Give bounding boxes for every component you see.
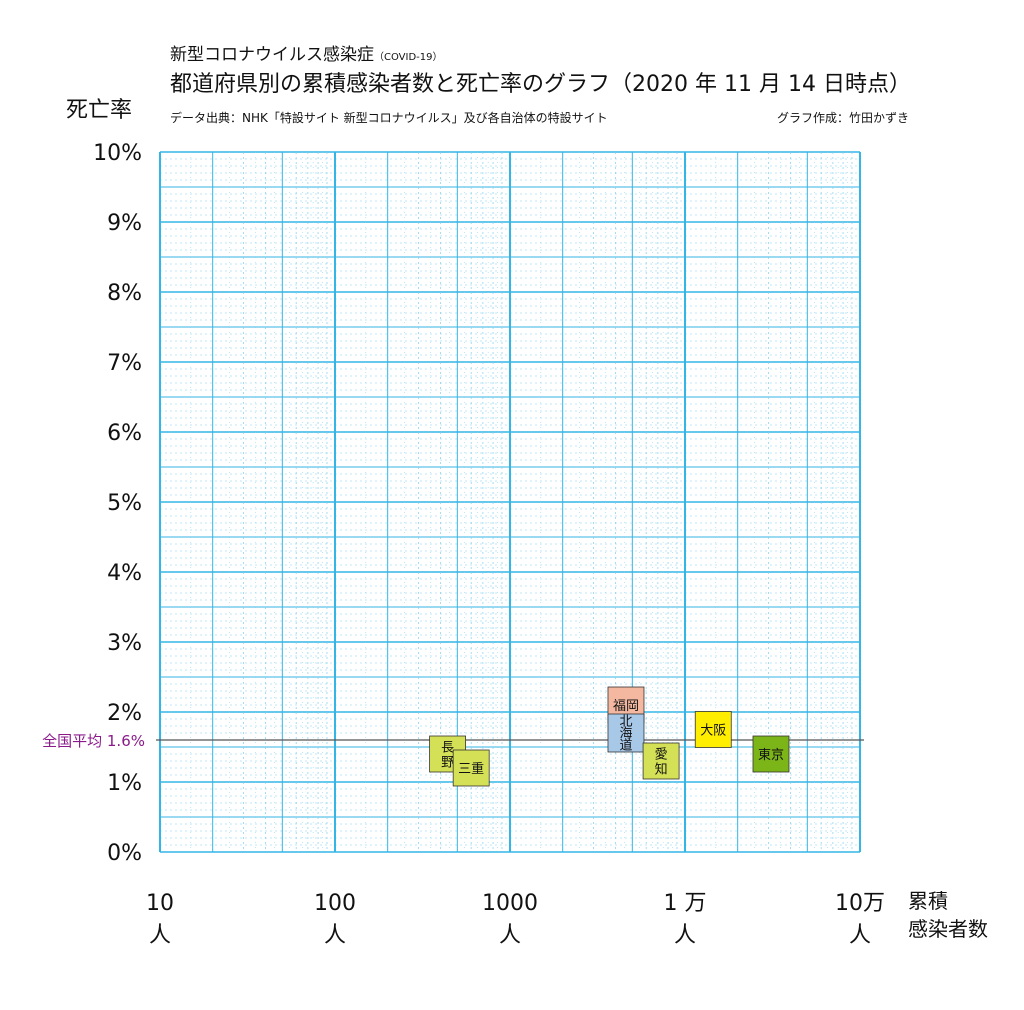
data-point-label: 大阪 bbox=[700, 723, 726, 738]
x-tick-label: 10万 bbox=[835, 891, 885, 916]
y-tick-label: 2% bbox=[107, 701, 142, 726]
grid bbox=[159, 151, 861, 853]
data-point-marker bbox=[642, 742, 680, 780]
x-axis-title: 累積感染者数 bbox=[908, 889, 988, 941]
data-point-label: 海 bbox=[619, 727, 632, 742]
x-tick-unit: 人 bbox=[849, 923, 871, 948]
data-point: 大阪 bbox=[694, 711, 732, 748]
y-tick-label: 3% bbox=[107, 631, 142, 656]
y-tick-label: 6% bbox=[107, 421, 142, 446]
data-source-note: データ出典：NHK「特設サイト 新型コロナウイルス」及び各自治体の特設サイト bbox=[170, 111, 608, 125]
data-point: 三重 bbox=[452, 749, 490, 787]
y-tick-label: 0% bbox=[107, 841, 142, 866]
data-point-marker bbox=[452, 749, 490, 787]
graph-credit: グラフ作成：竹田かずき bbox=[777, 111, 910, 125]
y-tick-labels: 0% 1% 2% 3% 4% 5% 6% 7% 8% 9% 10% bbox=[93, 141, 142, 866]
x-tick-unit: 人 bbox=[499, 923, 521, 948]
x-tick-label: 1000 bbox=[482, 891, 538, 916]
national-average-label: 全国平均 1.6% bbox=[42, 732, 145, 750]
reference-line-group: 全国平均 1.6% bbox=[42, 732, 864, 750]
data-point-label: 長 bbox=[441, 740, 454, 755]
y-tick-label: 4% bbox=[107, 561, 142, 586]
chart-title-main: 新型コロナウイルス感染症（COVID-19） bbox=[170, 40, 443, 65]
data-point-label: 北 bbox=[619, 715, 632, 730]
data-point-label: 知 bbox=[655, 761, 668, 777]
x-tick-label: 100 bbox=[314, 891, 356, 916]
y-axis-title: 死亡率 bbox=[66, 98, 133, 123]
y-tick-label: 8% bbox=[107, 281, 142, 306]
data-point-label: 福岡 bbox=[613, 699, 639, 714]
data-point-marker bbox=[607, 713, 645, 753]
x-axis-title-line: 感染者数 bbox=[908, 917, 988, 941]
title-main-text: 新型コロナウイルス感染症 bbox=[170, 45, 374, 65]
y-tick-label: 1% bbox=[107, 771, 142, 796]
x-tick-label: 10 bbox=[146, 891, 174, 916]
data-point-marker bbox=[752, 735, 790, 773]
x-axis-title-line: 累積 bbox=[908, 889, 948, 913]
data-point-label: 野 bbox=[441, 755, 454, 770]
x-tick-unit: 人 bbox=[149, 923, 171, 948]
data-point: 北海道 bbox=[607, 713, 645, 754]
data-point-label: 道 bbox=[619, 739, 632, 754]
x-tick-unit: 人 bbox=[324, 923, 346, 948]
x-tick-unit: 人 bbox=[674, 923, 696, 948]
y-tick-label: 9% bbox=[107, 211, 142, 236]
chart-title: 都道府県別の累積感染者数と死亡率のグラフ（2020 年 11 月 14 日時点） bbox=[170, 72, 911, 97]
data-point: 愛知 bbox=[642, 742, 680, 780]
data-point: 東京 bbox=[752, 735, 790, 773]
data-point-label: 三重 bbox=[458, 761, 484, 777]
x-tick-label: 1 万 bbox=[664, 891, 707, 916]
title-sub-text: （COVID-19） bbox=[374, 52, 443, 63]
y-tick-label: 7% bbox=[107, 351, 142, 376]
data-point-marker bbox=[694, 711, 732, 748]
data-point-label: 東京 bbox=[758, 747, 784, 763]
y-tick-label: 10% bbox=[93, 141, 142, 166]
y-tick-label: 5% bbox=[107, 491, 142, 516]
data-point-label: 愛 bbox=[655, 747, 668, 762]
